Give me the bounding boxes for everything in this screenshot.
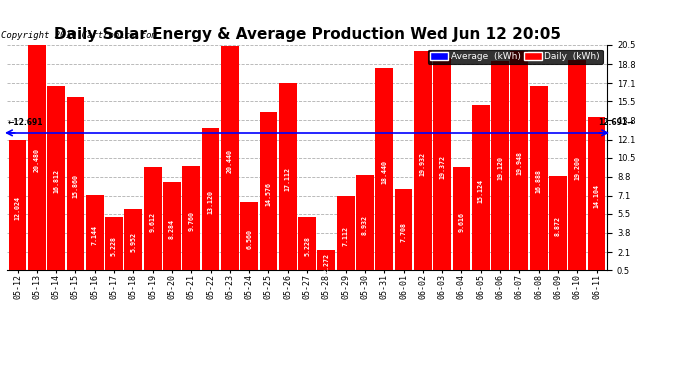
Bar — [221, 46, 239, 276]
Bar — [240, 202, 258, 276]
Text: 8.872: 8.872 — [555, 216, 561, 236]
Bar — [259, 112, 277, 276]
Text: 6.560: 6.560 — [246, 229, 252, 249]
Bar — [588, 117, 605, 276]
Text: 8.932: 8.932 — [362, 215, 368, 236]
Bar — [163, 182, 181, 276]
Bar — [414, 51, 432, 276]
Text: 20.440: 20.440 — [227, 148, 233, 172]
Bar — [356, 175, 374, 276]
Text: Copyright 2019 Cartronics.com: Copyright 2019 Cartronics.com — [1, 32, 157, 40]
Text: 19.200: 19.200 — [574, 156, 580, 180]
Text: 5.952: 5.952 — [130, 232, 137, 252]
Bar — [337, 196, 355, 276]
Text: 7.112: 7.112 — [343, 226, 348, 246]
Bar — [317, 250, 335, 276]
Text: 8.284: 8.284 — [169, 219, 175, 239]
Text: 9.760: 9.760 — [188, 211, 195, 231]
Bar — [511, 51, 529, 276]
Bar — [453, 168, 471, 276]
Text: 19.372: 19.372 — [439, 154, 445, 178]
Text: 14.104: 14.104 — [593, 184, 600, 208]
Bar — [549, 176, 567, 276]
Bar — [86, 195, 104, 276]
Bar — [66, 97, 84, 276]
Bar — [28, 45, 46, 276]
Text: 5.228: 5.228 — [111, 236, 117, 256]
Text: 15.124: 15.124 — [477, 178, 484, 203]
Text: ←12.691: ←12.691 — [8, 118, 43, 127]
Text: 9.616: 9.616 — [458, 211, 464, 231]
Text: 12.024: 12.024 — [14, 196, 21, 220]
Text: 9.612: 9.612 — [150, 211, 156, 231]
Bar — [201, 128, 219, 276]
Title: Daily Solar Energy & Average Production Wed Jun 12 20:05: Daily Solar Energy & Average Production … — [54, 27, 560, 42]
Text: 2.272: 2.272 — [324, 253, 329, 273]
Text: 5.228: 5.228 — [304, 236, 310, 256]
Bar — [395, 189, 413, 276]
Bar — [182, 166, 200, 276]
Bar — [47, 87, 65, 276]
Text: 19.120: 19.120 — [497, 156, 503, 180]
Text: 16.812: 16.812 — [53, 169, 59, 193]
Text: 13.120: 13.120 — [208, 190, 213, 214]
Bar — [491, 60, 509, 276]
Bar — [105, 217, 123, 276]
Bar — [433, 58, 451, 276]
Text: 19.948: 19.948 — [516, 152, 522, 176]
Bar — [279, 83, 297, 276]
Text: 12.691→: 12.691→ — [598, 118, 634, 127]
Text: 20.480: 20.480 — [34, 148, 40, 172]
Text: 14.576: 14.576 — [266, 182, 271, 206]
Bar — [144, 168, 161, 276]
Bar — [375, 68, 393, 276]
Bar — [298, 217, 316, 276]
Text: 15.860: 15.860 — [72, 174, 79, 198]
Bar — [124, 209, 142, 276]
Bar — [530, 86, 548, 276]
Bar — [569, 60, 586, 276]
Text: 18.440: 18.440 — [382, 160, 387, 184]
Text: 17.112: 17.112 — [285, 167, 290, 191]
Text: 19.932: 19.932 — [420, 152, 426, 176]
Text: 16.888: 16.888 — [535, 169, 542, 193]
Legend: Average  (kWh), Daily  (kWh): Average (kWh), Daily (kWh) — [428, 50, 602, 64]
Text: 7.144: 7.144 — [92, 225, 98, 246]
Text: 7.708: 7.708 — [401, 222, 406, 242]
Bar — [9, 140, 26, 276]
Bar — [472, 105, 490, 276]
